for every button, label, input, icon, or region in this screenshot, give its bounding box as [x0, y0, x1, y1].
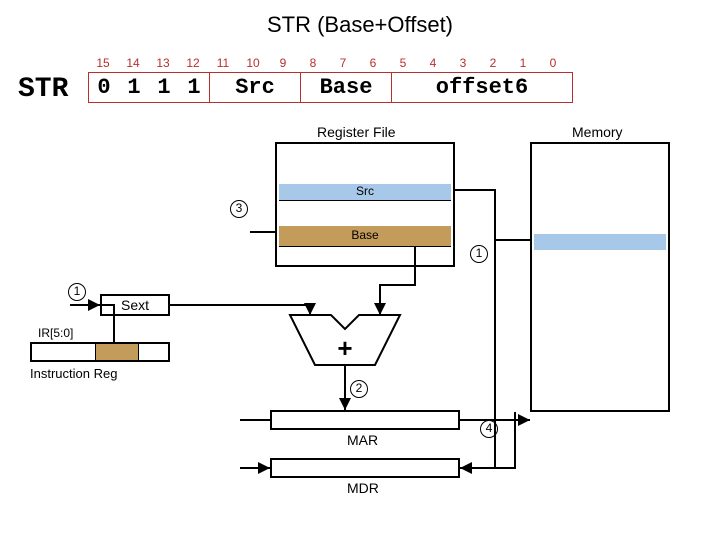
bit-number: 3: [448, 56, 478, 70]
bit-number: 1: [508, 56, 538, 70]
page-title: STR (Base+Offset): [0, 0, 720, 38]
encoding-field: offset6: [392, 73, 572, 102]
bit-number: 6: [358, 56, 388, 70]
bit-number: 7: [328, 56, 358, 70]
bit-number: 8: [298, 56, 328, 70]
opcode-bit: 1: [149, 75, 179, 100]
bit-number: 11: [208, 56, 238, 70]
opcode-bit: 1: [119, 75, 149, 100]
mnemonic: STR: [18, 74, 68, 105]
bit-number: 14: [118, 56, 148, 70]
bit-number: 9: [268, 56, 298, 70]
opcode-bit: 0: [89, 75, 119, 100]
opcode-field: 0111: [89, 73, 210, 102]
encoding-field: Src: [210, 73, 301, 102]
opcode-bit: 1: [179, 75, 209, 100]
bit-number: 13: [148, 56, 178, 70]
adder-symbol: +: [337, 333, 352, 363]
bit-number: 12: [178, 56, 208, 70]
encoding-field: Base: [301, 73, 392, 102]
bit-number: 10: [238, 56, 268, 70]
datapath-diagram: Register File Src Base Memory Sext Instr…: [0, 120, 720, 520]
bit-numbers: 1514131211109876543210: [88, 56, 568, 70]
bit-number: 0: [538, 56, 568, 70]
bit-number: 4: [418, 56, 448, 70]
bit-number: 15: [88, 56, 118, 70]
bit-number: 5: [388, 56, 418, 70]
bit-number: 2: [478, 56, 508, 70]
wires: +: [0, 120, 720, 520]
encoding-fields: 0111SrcBaseoffset6: [88, 72, 573, 103]
